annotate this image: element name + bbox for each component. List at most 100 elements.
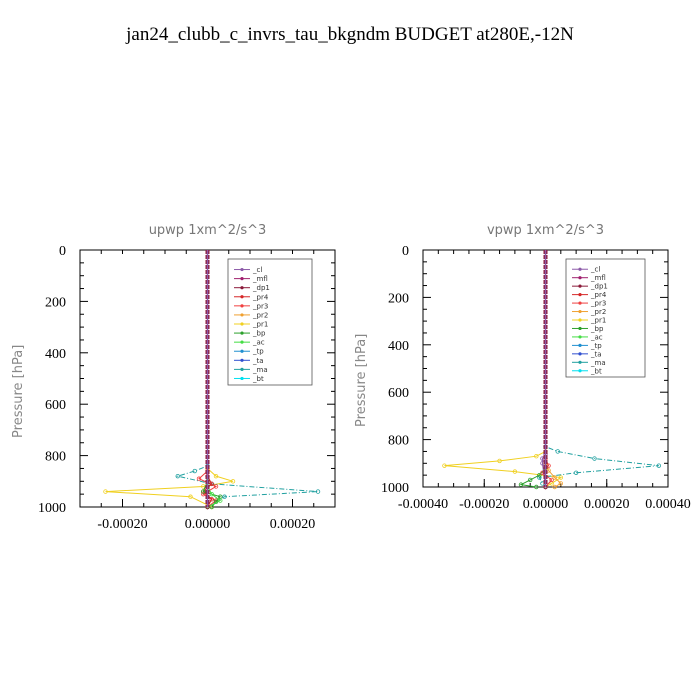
y-tick-label: 600 [388,386,409,401]
chart-panels: upwp 1xm^2/s^3 0 200 400 600 800 1000 -0.00020 0… [11,223,691,532]
y-tick-label: 800 [388,434,409,449]
legend-marker [240,286,244,290]
legend-marker [578,293,582,297]
x-tick-label: 0.00020 [584,497,630,512]
series-point-bp [518,482,524,487]
series-line-ma [538,250,659,488]
legend-marker [578,301,582,305]
x-tick-label: 0.00000 [185,517,231,532]
legend-entry: _ma [590,359,606,367]
series-point-pr1 [497,458,502,464]
legend-marker [578,318,582,322]
legend-entry: _tp [252,348,264,356]
series-line-bp [519,250,546,488]
legend-marker [240,376,244,381]
y-tick-label: 200 [45,295,66,310]
y-axis-label: Pressure [hPa] [354,334,369,427]
legend-marker [578,335,582,339]
panel-title: vpwp 1xm^2/s^3 [487,223,604,238]
y-tick-label: 800 [45,450,66,465]
x-tick-label: -0.00040 [398,497,448,512]
chart-panel-2: vpwp 1xm^2/s^3 0 200 400 600 800 1000-0.00040-… [354,223,691,512]
series-point-bp [534,484,539,490]
legend-entry: _cl [252,266,262,274]
series-group [442,250,662,490]
legend-entry: _bt [252,375,264,383]
legend-entry: _pr3 [590,300,606,308]
series-point-pr4 [209,481,214,487]
x-tick-label: 0.00040 [645,497,691,512]
series-point-pr3 [213,484,219,489]
y-tick-label: 400 [45,347,66,362]
series-line-pr1 [105,250,234,508]
series-line-ma [175,250,319,508]
legend-entry: _bp [252,330,266,338]
legend-marker [578,284,582,288]
legend-marker [578,276,582,280]
y-tick-label: 0 [402,244,409,259]
x-tick-label: 0.00000 [523,497,569,512]
series-point-pr1 [512,469,518,474]
legend-marker [240,304,244,308]
legend-marker [578,360,582,364]
legend-marker [240,277,244,281]
series-point-pr1 [442,463,447,468]
x-tick-label: -0.00020 [97,517,147,532]
series-point-pr1 [103,489,108,494]
y-axis-label: Pressure [hPa] [11,345,26,438]
y-tick-label: 400 [388,339,409,354]
legend-entry: _pr4 [590,291,607,299]
legend-marker [240,295,244,299]
legend-entry: _mfl [590,274,606,282]
y-tick-label: 1000 [381,481,409,496]
series-point-pr1 [213,473,219,479]
legend-entry: _ta [252,357,264,365]
series-point-pr4 [209,497,214,502]
series-point-pr1 [188,494,193,499]
legend-entry: _ta [590,350,602,358]
series-point-pr1 [558,475,564,480]
legend-marker [240,340,244,344]
legend-entry: _mfl [252,275,268,283]
legend-entry: _ac [252,339,265,347]
series-point-ac [218,498,223,503]
series-point-pr1 [230,479,236,484]
legend-entry: _ma [252,366,268,374]
y-tick-label: 1000 [38,501,66,516]
figure-title: jan24_clubb_c_invrs_tau_bkgndm BUDGET at… [125,24,574,45]
series-group [103,250,321,510]
series-point-pr2 [552,475,557,480]
series-point-pr2 [552,484,557,490]
series-point-pr3 [196,476,202,481]
legend-marker [240,331,244,335]
legend-marker [240,367,244,371]
legend-entry: _pr1 [590,317,606,325]
series-point-ma [175,473,180,479]
x-tick-label: -0.00020 [459,497,509,512]
legend-marker [578,267,582,271]
series-point-ma [555,449,560,454]
series-point-bp [201,489,206,494]
legend-marker [240,349,244,353]
series-point-pr3 [201,491,206,497]
series-point-ac [209,491,214,497]
y-tick-label: 600 [45,398,66,413]
legend-marker [240,358,244,362]
legend-entry: _dp1 [590,283,608,291]
legend: _cl_mfl_dp1_pr4_pr3_pr2_pr1_bp_ac_tp_ta_… [227,258,313,386]
series-point-pr3 [549,477,554,483]
legend-entry: _pr1 [252,321,268,329]
legend-marker [240,267,244,272]
series-point-bp [527,477,533,483]
legend-entry: _cl [590,266,600,274]
legend-entry: _pr3 [252,302,268,310]
legend-marker [578,309,582,314]
legend-marker [578,343,582,347]
y-tick-label: 0 [59,244,66,259]
legend-marker [578,352,582,356]
series-point-ma [315,489,321,494]
series-point-pr1 [534,453,539,459]
series-point-ma [222,494,227,499]
legend-entry: _pr2 [252,311,268,319]
